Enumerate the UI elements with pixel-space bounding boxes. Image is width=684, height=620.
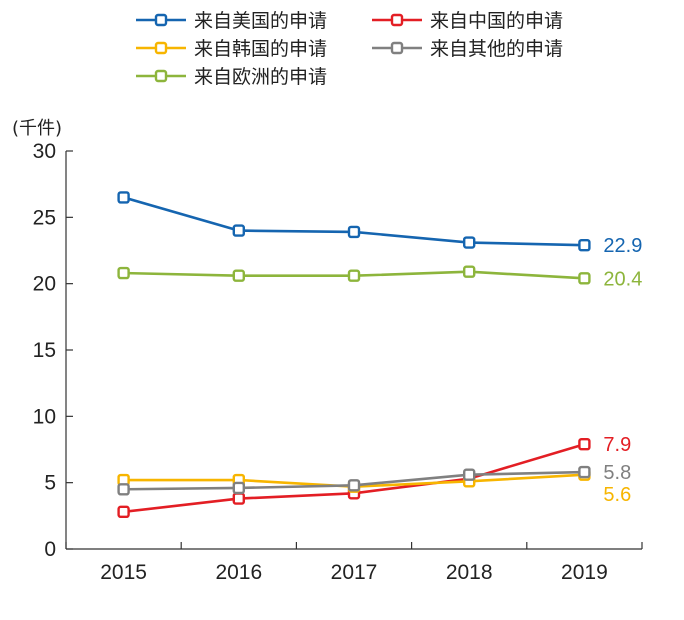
y-tick-label: 10	[33, 405, 56, 428]
y-axis-unit-label: (千件)	[12, 118, 62, 139]
series-4	[117, 265, 591, 285]
y-tick-label: 5	[44, 472, 56, 495]
end-label: 5.6	[603, 484, 631, 506]
data-point	[578, 272, 591, 285]
y-tick-label: 20	[33, 273, 56, 296]
axes: 0 5 10 15 20 25 30 2015 2016 2017 2018 2019	[33, 140, 643, 584]
data-point	[117, 505, 130, 519]
y-tick-label: 0	[44, 538, 56, 561]
legend-marker	[390, 13, 404, 27]
data-point	[232, 224, 246, 237]
x-tick-label: 2019	[561, 561, 608, 584]
legend-item-4: 来自欧洲的申请	[136, 66, 327, 88]
data-point	[347, 269, 361, 282]
data-point	[578, 238, 591, 252]
legend-marker	[154, 69, 168, 83]
end-label: 22.9	[603, 235, 642, 257]
series-group	[117, 191, 591, 519]
data-point	[347, 225, 361, 239]
legend-label: 来自其他的申请	[430, 38, 563, 60]
legend-item-0: 来自美国的申请	[136, 10, 327, 32]
x-tick-label: 2015	[100, 561, 147, 584]
end-label: 20.4	[603, 268, 642, 290]
legend-label: 来自欧洲的申请	[194, 66, 327, 88]
x-tick-label: 2018	[446, 561, 493, 584]
end-label: 5.8	[603, 462, 631, 484]
legend-label: 来自中国的申请	[430, 10, 563, 32]
legend-label: 来自韩国的申请	[194, 38, 327, 60]
legend-marker	[154, 13, 168, 27]
legend-marker	[390, 41, 404, 55]
legend-item-1: 来自中国的申请	[372, 10, 563, 32]
data-point	[232, 492, 246, 505]
y-tick-label: 25	[33, 206, 56, 229]
data-point	[117, 266, 130, 280]
y-tick-label: 30	[33, 140, 56, 163]
legend-item-3: 来自其他的申请	[372, 38, 563, 60]
data-point	[463, 236, 476, 249]
data-point	[347, 479, 361, 492]
series-3	[117, 465, 591, 496]
data-point	[232, 481, 246, 495]
x-tick-label: 2017	[331, 561, 378, 584]
x-tick-label: 2016	[215, 561, 262, 584]
data-point	[117, 191, 130, 204]
end-label: 7.9	[603, 434, 631, 456]
end-labels: 22.9 20.4 7.9 5.85.6	[603, 235, 642, 506]
data-point	[578, 465, 591, 479]
data-point	[578, 437, 591, 451]
data-point	[117, 483, 130, 496]
legend-marker	[154, 41, 168, 55]
legend-label: 来自美国的申请	[194, 10, 327, 32]
data-point	[463, 265, 476, 278]
legend-item-2: 来自韩国的申请	[136, 38, 327, 60]
y-tick-label: 15	[33, 339, 56, 362]
series-0	[117, 191, 591, 252]
data-point	[463, 468, 476, 481]
data-point	[232, 269, 246, 282]
